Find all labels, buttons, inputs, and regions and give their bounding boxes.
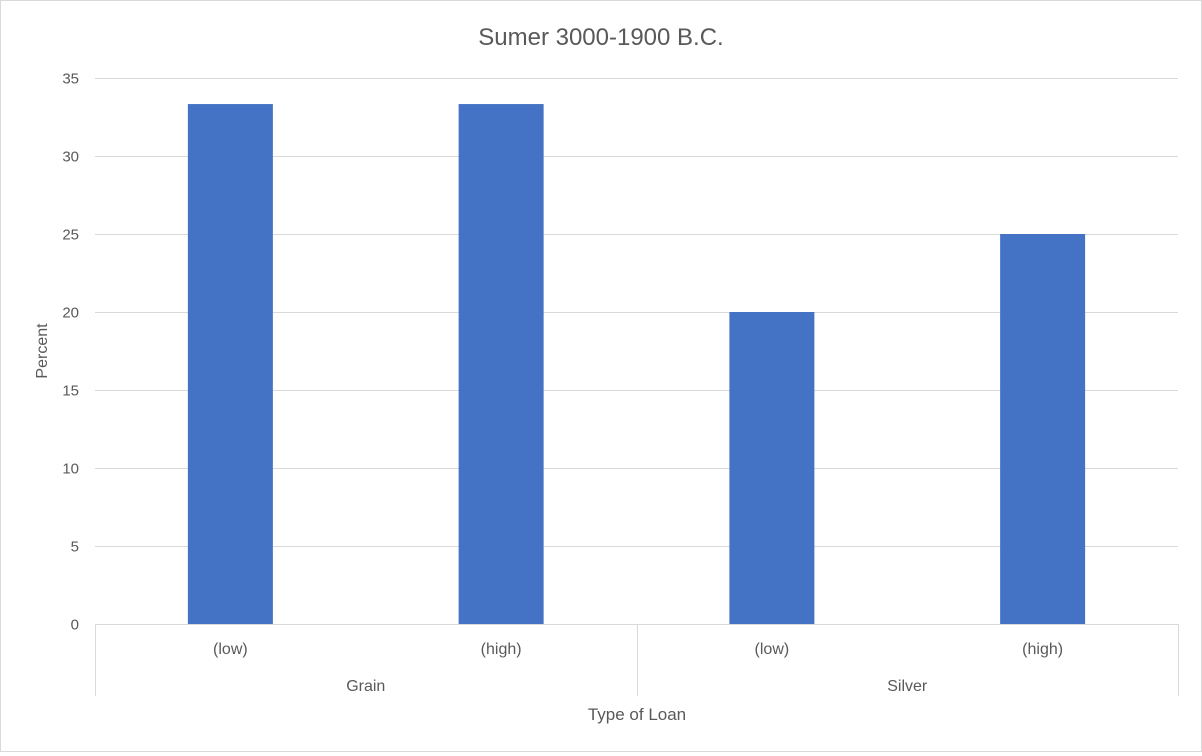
bar xyxy=(1000,234,1086,624)
bar xyxy=(187,104,273,624)
y-axis-ticks: 0 5 10 15 20 25 30 35 xyxy=(62,71,79,634)
gridlines xyxy=(95,78,1178,547)
bars xyxy=(187,104,1086,624)
x-category-label: (low) xyxy=(755,641,790,658)
y-axis-title: Percent xyxy=(34,323,51,379)
y-tick-label: 35 xyxy=(62,71,79,88)
x-category-label: (high) xyxy=(1022,641,1063,658)
y-tick-label: 15 xyxy=(62,383,79,400)
y-tick-label: 20 xyxy=(62,305,79,322)
x-category-label: (high) xyxy=(481,641,522,658)
chart-title: Sumer 3000-1900 B.C. xyxy=(478,24,723,51)
y-tick-label: 5 xyxy=(71,539,79,556)
y-tick-label: 25 xyxy=(62,227,79,244)
y-tick-label: 0 xyxy=(71,617,79,634)
x-group-label: Grain xyxy=(346,678,385,695)
x-category-label: (low) xyxy=(213,641,248,658)
y-tick-label: 10 xyxy=(62,461,79,478)
x-axis-title: Type of Loan xyxy=(588,705,686,724)
y-tick-label: 30 xyxy=(62,149,79,166)
bar xyxy=(458,104,544,624)
x-axis: (low) (high) (low) (high) Grain Silver xyxy=(95,624,1179,696)
bar xyxy=(729,312,815,624)
x-group-label: Silver xyxy=(887,678,928,695)
